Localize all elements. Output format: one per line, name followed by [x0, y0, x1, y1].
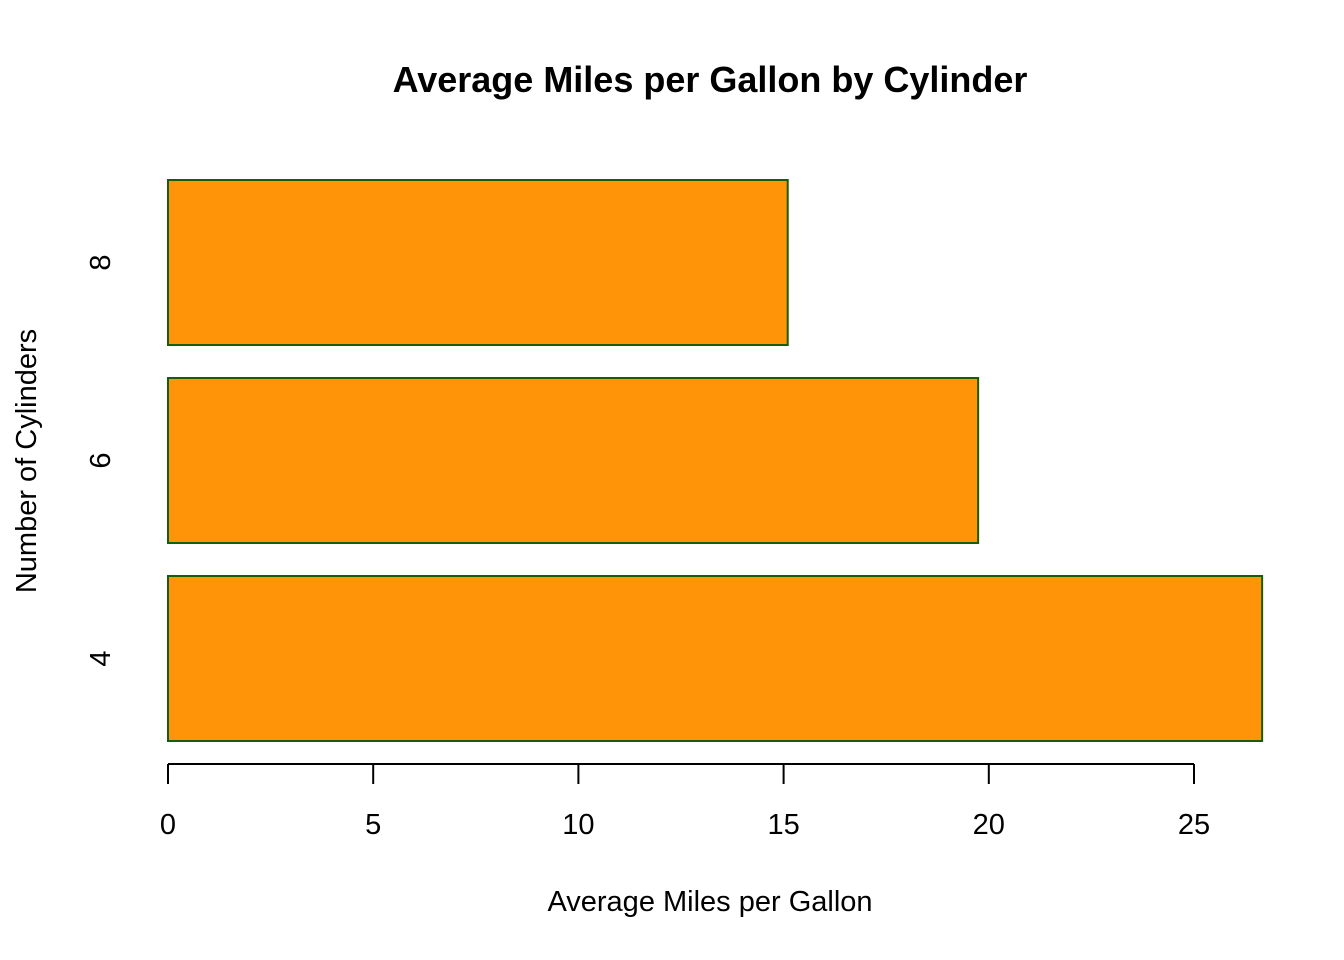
bars-group — [167, 179, 1264, 742]
y-tick-label: 6 — [85, 452, 117, 468]
y-axis: 4 6 8 — [85, 254, 117, 666]
y-tick-label: 8 — [85, 254, 117, 270]
bar-4-cylinders — [167, 575, 1264, 742]
x-tick-label: 15 — [767, 809, 799, 841]
x-tick-label: 10 — [562, 809, 594, 841]
x-tick-label: 0 — [160, 809, 176, 841]
x-tick-label: 20 — [973, 809, 1005, 841]
x-axis: 0 5 10 15 20 25 — [160, 763, 1210, 841]
y-axis-label: Number of Cylinders — [11, 329, 43, 593]
bar-8-cylinders — [167, 179, 789, 346]
x-tick-label: 25 — [1178, 809, 1210, 841]
y-tick-label: 4 — [85, 650, 117, 666]
x-tick-label: 5 — [365, 809, 381, 841]
x-axis-label: Average Miles per Gallon — [547, 886, 872, 918]
bar-6-cylinders — [167, 377, 980, 544]
chart-title: Average Miles per Gallon by Cylinder — [393, 59, 1028, 100]
